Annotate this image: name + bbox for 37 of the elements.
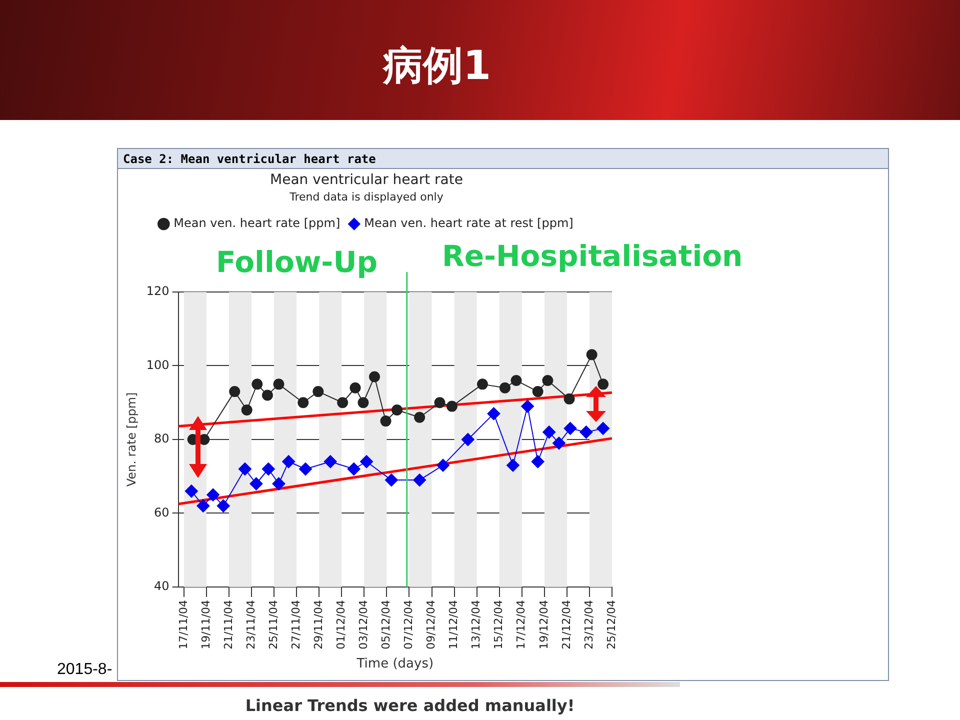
x-tick-label: 19/12/04 bbox=[537, 600, 550, 650]
x-tick-label: 19/11/04 bbox=[199, 600, 212, 650]
x-tick-label: 01/12/04 bbox=[334, 600, 348, 650]
x-tick-label: 27/11/04 bbox=[289, 600, 302, 650]
text: Linear Trends were added manually! bbox=[244, 696, 576, 715]
text: Re-Hospitalisation bbox=[442, 239, 743, 273]
text: 病例1 bbox=[382, 42, 492, 91]
x-tick-label: 05/12/04 bbox=[380, 600, 393, 650]
x-tick-label: 23/12/04 bbox=[582, 600, 596, 650]
x-tick-label: 17/11/04 bbox=[176, 600, 190, 650]
chart-subtitle: Trend data is displayed only bbox=[288, 190, 444, 204]
x-tick-label: 13/12/04 bbox=[470, 600, 483, 650]
x-tick-label: 25/11/04 bbox=[266, 600, 280, 650]
text: 2015-8- bbox=[57, 661, 112, 679]
x-tick-label: 03/12/04 bbox=[357, 600, 370, 650]
y-tick-label: 80 bbox=[154, 432, 170, 446]
y-tick-label: 40 bbox=[154, 579, 170, 594]
y-tick-label: 60 bbox=[154, 505, 170, 520]
x-tick-label: 23/11/04 bbox=[244, 600, 258, 650]
x-tick-label: 29/11/04 bbox=[312, 600, 325, 650]
x-tick-label: 09/12/04 bbox=[424, 600, 438, 650]
chart-title: Mean ventricular heart rate bbox=[270, 172, 463, 188]
x-tick-label: 25/12/04 bbox=[604, 600, 618, 650]
y-tick-label: 100 bbox=[146, 358, 170, 372]
x-tick-label: 21/11/04 bbox=[222, 600, 235, 650]
x-tick-label: 21/12/04 bbox=[560, 600, 573, 650]
x-tick-label: 11/12/04 bbox=[447, 600, 460, 650]
x-tick-label: 15/12/04 bbox=[492, 600, 506, 650]
legend-label: Mean ven. heart rate at rest [ppm] bbox=[364, 216, 574, 230]
x-axis-title: Time (days) bbox=[356, 656, 434, 672]
legend-label: Mean ven. heart rate [ppm] bbox=[174, 216, 340, 230]
y-tick-label: 120 bbox=[146, 284, 170, 298]
text: Follow-Up bbox=[216, 245, 378, 279]
text: Case 2: Mean ventricular heart rate bbox=[118, 149, 888, 169]
y-axis-title: Ven. rate [ppm] bbox=[124, 392, 138, 487]
x-tick-label: 17/12/04 bbox=[514, 600, 528, 650]
x-tick-label: 07/12/04 bbox=[402, 600, 416, 650]
